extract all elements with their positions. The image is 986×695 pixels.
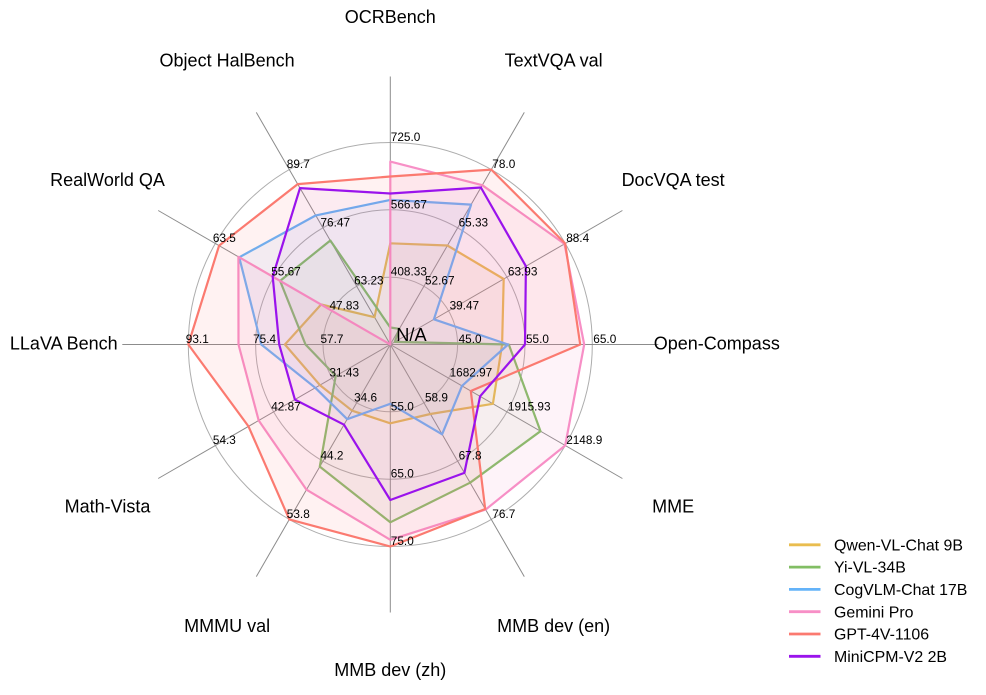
svg-text:Qwen-VL-Chat 9B: Qwen-VL-Chat 9B bbox=[834, 537, 963, 554]
svg-text:N/A: N/A bbox=[396, 325, 427, 345]
svg-text:MiniCPM-V2 2B: MiniCPM-V2 2B bbox=[834, 649, 947, 666]
svg-text:75.4: 75.4 bbox=[253, 332, 276, 346]
svg-text:76.7: 76.7 bbox=[492, 507, 515, 521]
svg-text:Math-Vista: Math-Vista bbox=[65, 497, 152, 517]
svg-text:65.33: 65.33 bbox=[459, 215, 489, 229]
svg-text:44.2: 44.2 bbox=[321, 449, 344, 463]
svg-text:Object HalBench: Object HalBench bbox=[160, 51, 295, 71]
svg-text:88.4: 88.4 bbox=[566, 231, 589, 245]
svg-text:57.7: 57.7 bbox=[321, 332, 344, 346]
svg-text:DocVQA test: DocVQA test bbox=[622, 170, 725, 190]
svg-text:1915.93: 1915.93 bbox=[508, 399, 551, 413]
svg-text:55.67: 55.67 bbox=[271, 265, 301, 279]
svg-text:GPT-4V-1106: GPT-4V-1106 bbox=[834, 627, 929, 644]
svg-text:52.67: 52.67 bbox=[425, 274, 455, 288]
svg-text:RealWorld QA: RealWorld QA bbox=[50, 170, 165, 190]
svg-text:47.83: 47.83 bbox=[330, 298, 360, 312]
svg-text:65.0: 65.0 bbox=[593, 332, 616, 346]
svg-text:89.7: 89.7 bbox=[287, 157, 310, 171]
svg-text:39.47: 39.47 bbox=[450, 298, 480, 312]
svg-text:65.0: 65.0 bbox=[391, 467, 414, 481]
svg-text:725.0: 725.0 bbox=[391, 130, 421, 144]
svg-text:63.5: 63.5 bbox=[213, 231, 236, 245]
svg-text:CogVLM-Chat 17B: CogVLM-Chat 17B bbox=[834, 582, 967, 599]
svg-text:LLaVA Bench: LLaVA Bench bbox=[10, 333, 118, 353]
svg-text:63.93: 63.93 bbox=[508, 265, 538, 279]
svg-text:78.0: 78.0 bbox=[492, 157, 515, 171]
svg-text:67.8: 67.8 bbox=[459, 449, 482, 463]
svg-text:1682.97: 1682.97 bbox=[450, 366, 493, 380]
svg-text:75.0: 75.0 bbox=[391, 534, 414, 548]
svg-text:55.0: 55.0 bbox=[526, 332, 549, 346]
svg-text:MME: MME bbox=[652, 497, 694, 517]
svg-text:93.1: 93.1 bbox=[186, 332, 209, 346]
svg-text:Open-Compass: Open-Compass bbox=[654, 333, 780, 353]
svg-text:63.23: 63.23 bbox=[354, 274, 384, 288]
svg-text:54.3: 54.3 bbox=[213, 433, 236, 447]
svg-text:58.9: 58.9 bbox=[425, 390, 448, 404]
svg-text:42.87: 42.87 bbox=[271, 399, 301, 413]
svg-text:Yi-VL-34B: Yi-VL-34B bbox=[834, 560, 906, 577]
svg-text:76.47: 76.47 bbox=[321, 215, 351, 229]
svg-text:TextVQA val: TextVQA val bbox=[505, 51, 603, 71]
svg-text:566.67: 566.67 bbox=[391, 197, 427, 211]
svg-text:53.8: 53.8 bbox=[287, 507, 310, 521]
svg-text:OCRBench: OCRBench bbox=[345, 7, 436, 27]
svg-text:55.0: 55.0 bbox=[391, 399, 414, 413]
svg-text:Gemini Pro: Gemini Pro bbox=[834, 604, 914, 621]
svg-text:31.43: 31.43 bbox=[330, 366, 360, 380]
svg-text:MMMU val: MMMU val bbox=[184, 616, 270, 636]
svg-text:MMB dev (zh): MMB dev (zh) bbox=[334, 660, 446, 680]
svg-text:MMB dev (en): MMB dev (en) bbox=[497, 616, 610, 636]
svg-text:34.6: 34.6 bbox=[354, 390, 377, 404]
svg-text:45.0: 45.0 bbox=[459, 332, 482, 346]
svg-text:408.33: 408.33 bbox=[391, 265, 428, 279]
svg-text:2148.9: 2148.9 bbox=[566, 433, 602, 447]
